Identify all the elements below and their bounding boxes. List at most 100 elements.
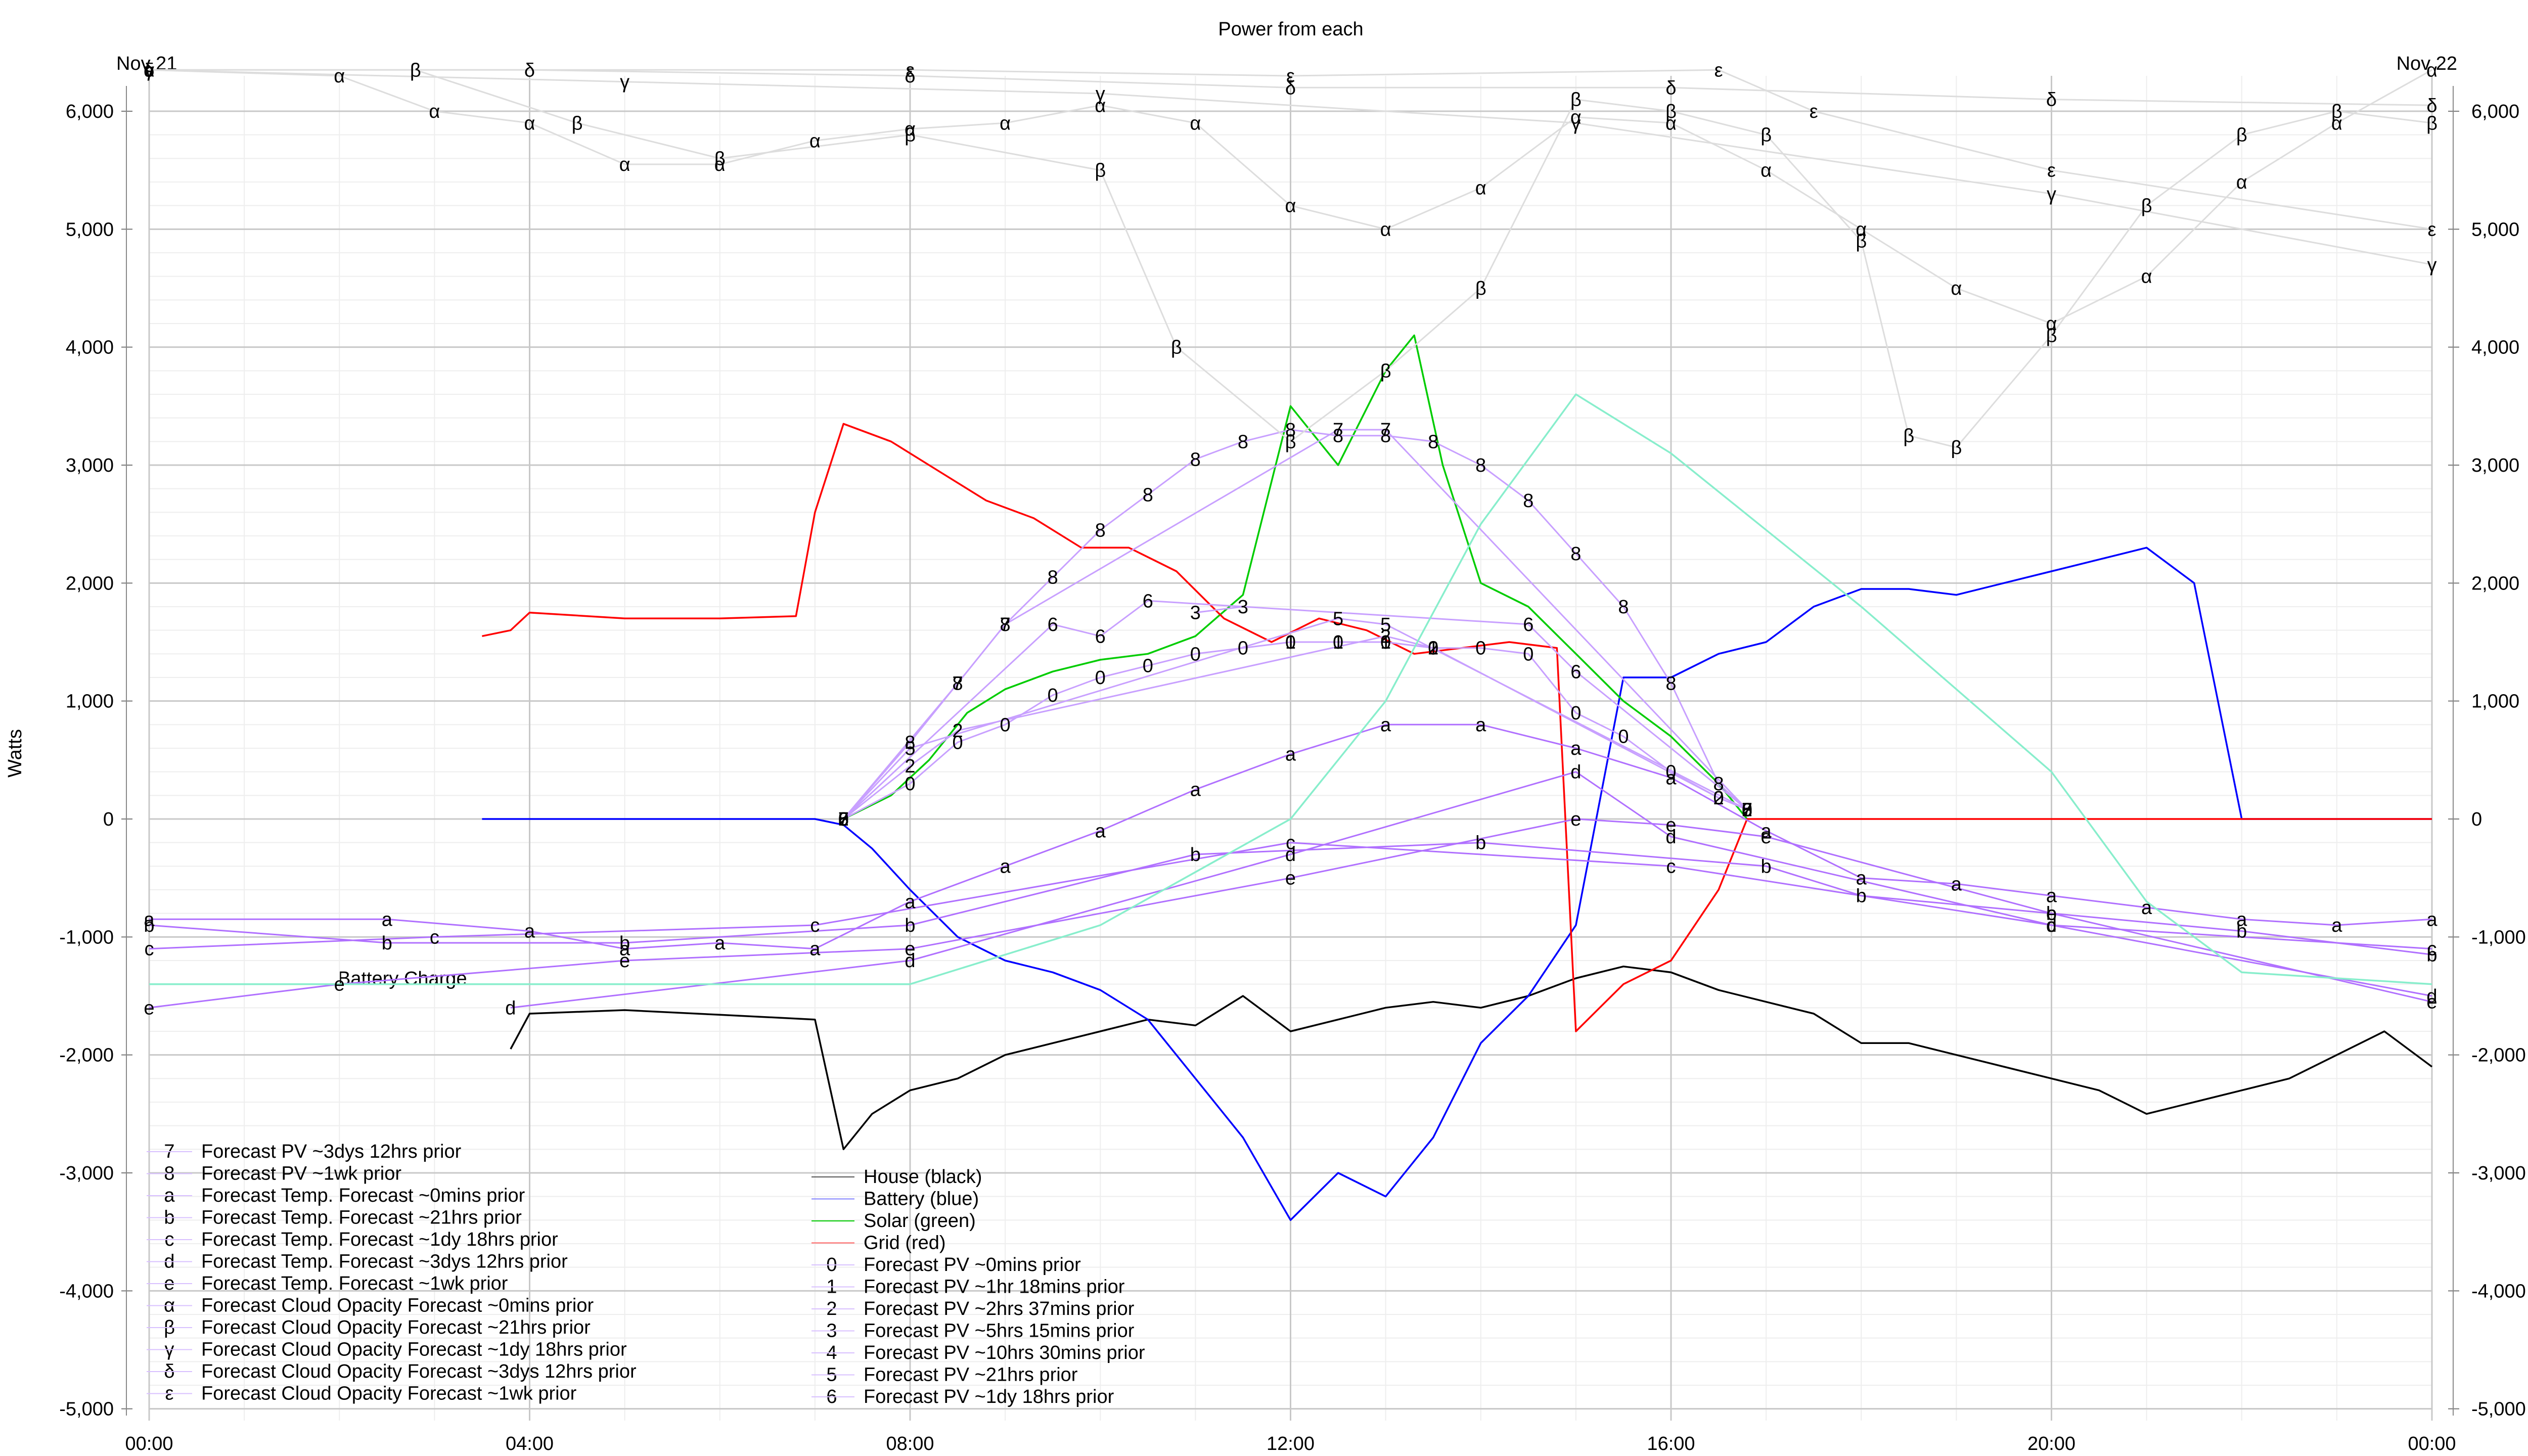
series-marker-18: α — [2426, 60, 2437, 81]
series-marker-13: a — [1095, 821, 1106, 842]
series-marker-17: e — [619, 950, 630, 972]
y-tick-label-left: -3,000 — [59, 1163, 114, 1184]
x-tick-label: 20:00 — [2027, 1433, 2075, 1454]
series-marker-21: δ — [2426, 95, 2437, 116]
series-marker-17: e — [1570, 809, 1581, 830]
series-marker-12: 8 — [1475, 455, 1486, 476]
series-marker-12: 8 — [1143, 484, 1153, 506]
series-marker-14: b — [1761, 856, 1772, 877]
series-line-14 — [149, 842, 2432, 956]
y-tick-label-left: 0 — [103, 809, 114, 830]
series-marker-21: δ — [905, 66, 915, 87]
y-tick-label-left: -5,000 — [59, 1399, 114, 1420]
legend-left-label: Forecast Cloud Opacity Forecast ~21hrs p… — [201, 1317, 591, 1338]
legend-right-label: Forecast PV ~10hrs 30mins prior — [864, 1342, 1145, 1363]
series-marker-19: β — [1095, 160, 1106, 181]
series-marker-5: 1 — [1428, 638, 1438, 659]
y-tick-label-right: -2,000 — [2471, 1045, 2526, 1066]
series-marker-12: 8 — [1190, 449, 1201, 470]
x-tick-label: 04:00 — [506, 1433, 554, 1454]
series-marker-14: b — [2426, 944, 2437, 966]
series-line-6 — [843, 635, 1748, 820]
series-marker-13: a — [2046, 886, 2057, 907]
y-tick-label-right: 3,000 — [2471, 455, 2519, 476]
series-marker-19: β — [1171, 337, 1182, 358]
series-marker-21: δ — [2046, 89, 2057, 111]
series-marker-18: α — [809, 130, 821, 152]
series-marker-11: 7 — [1333, 420, 1343, 441]
series-marker-18: α — [1665, 113, 1677, 134]
series-line-12 — [843, 429, 1748, 820]
series-marker-14: b — [1856, 886, 1867, 907]
series-marker-22: ε — [2428, 219, 2436, 240]
series-marker-16: d — [905, 950, 915, 972]
series-marker-10: 6 — [1742, 799, 1752, 821]
series-marker-12: 8 — [1665, 673, 1676, 695]
series-marker-13: a — [1380, 714, 1391, 736]
y-tick-label-left: -1,000 — [59, 927, 114, 948]
series-marker-11: 7 — [952, 673, 963, 695]
series-line-2 — [843, 334, 1748, 820]
series-marker-20: γ — [145, 60, 154, 81]
series-marker-13: a — [1570, 738, 1582, 759]
y-tick-label-right: -5,000 — [2471, 1399, 2526, 1420]
series-marker-19: β — [1475, 278, 1486, 299]
series-marker-12: 8 — [952, 673, 963, 695]
y-tick-label-right: -4,000 — [2471, 1281, 2526, 1302]
series-marker-19: β — [2236, 125, 2247, 146]
series-marker-18: α — [524, 113, 535, 134]
series-marker-15: c — [145, 939, 154, 960]
series-marker-15: c — [2427, 939, 2437, 960]
series-marker-6: 2 — [952, 720, 963, 742]
series-marker-18: α — [1760, 160, 1772, 181]
series-line-13 — [149, 723, 2432, 950]
series-marker-14: b — [905, 915, 915, 936]
series-marker-13: a — [144, 909, 155, 930]
y-tick-label-right: -3,000 — [2471, 1163, 2526, 1184]
series-marker-18: α — [2046, 313, 2057, 335]
series-marker-9: 5 — [1380, 614, 1391, 635]
series-marker-12: 8 — [1048, 567, 1058, 588]
series-marker-4: 0 — [1000, 714, 1011, 736]
series-marker-4: 0 — [1238, 638, 1248, 659]
series-marker-14: b — [1190, 844, 1201, 866]
y-tick-label-right: 0 — [2471, 809, 2482, 830]
series-line-9 — [843, 617, 1748, 820]
series-marker-6: 2 — [1380, 626, 1391, 647]
series-marker-15: c — [1666, 856, 1676, 877]
series-marker-4: 0 — [952, 732, 963, 753]
series-marker-19: β — [1285, 431, 1296, 452]
series-marker-17: e — [144, 997, 154, 1019]
series-marker-19: β — [2141, 196, 2152, 217]
series-marker-11: 7 — [838, 809, 849, 830]
y-tick-label-right: -1,000 — [2471, 927, 2526, 948]
axes: 00:00 04:00 08:00 12:00 16:00 20:00 00:00 6,000… — [59, 86, 2526, 1454]
series-marker-20: γ — [620, 72, 629, 93]
series-marker-12: 8 — [1333, 426, 1343, 447]
series-marker-9: 5 — [1333, 608, 1343, 629]
x-tick-label: 00:00 — [125, 1433, 173, 1454]
series-line-19 — [415, 69, 2432, 448]
series-line-1 — [482, 547, 2432, 1221]
series-marker-18: α — [1000, 113, 1011, 134]
legend-right-label: Forecast PV ~2hrs 37mins prior — [864, 1298, 1135, 1320]
series-marker-17: e — [2046, 903, 2057, 925]
series-marker-22: ε — [906, 60, 915, 81]
series-marker-13: a — [809, 939, 821, 960]
series-marker-21: δ — [524, 60, 535, 81]
chart-title: Power from each — [1218, 19, 1363, 40]
series-marker-19: β — [1760, 125, 1772, 146]
series-marker-6: 2 — [1742, 799, 1752, 821]
series-marker-18: α — [2236, 172, 2247, 193]
series-marker-7: 3 — [1190, 603, 1201, 624]
series-marker-13: a — [1665, 767, 1677, 789]
series-marker-19: β — [410, 60, 421, 81]
series-marker-12: 8 — [1238, 431, 1248, 452]
series-marker-18: α — [334, 66, 345, 87]
series-marker-22: ε — [1714, 60, 1723, 81]
series-marker-9: 5 — [1742, 799, 1752, 821]
series-line-17 — [149, 818, 2432, 1009]
